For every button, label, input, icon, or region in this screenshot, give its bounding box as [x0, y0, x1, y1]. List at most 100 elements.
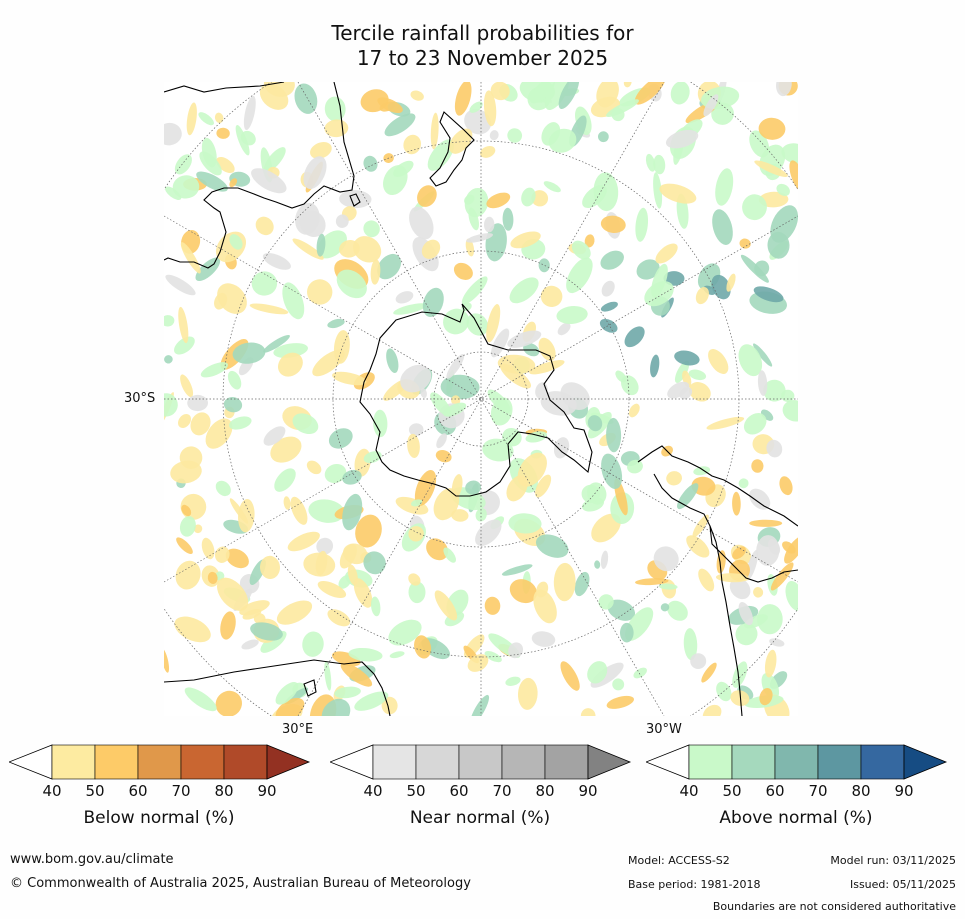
probability-patch	[434, 590, 458, 621]
probability-patch	[754, 160, 788, 177]
probability-patch	[665, 129, 699, 149]
probability-patch	[533, 589, 557, 624]
probability-patch	[480, 145, 496, 158]
above-tick-50: 50	[722, 782, 742, 800]
probability-patch	[686, 535, 710, 558]
probability-patch	[214, 112, 224, 124]
probability-patch	[606, 417, 622, 453]
probability-patch	[591, 513, 621, 543]
probability-patch	[666, 471, 682, 486]
probability-patch	[172, 175, 200, 199]
above-swatch-4	[817, 744, 862, 780]
probability-patch	[336, 269, 367, 299]
below-swatch-4	[180, 744, 225, 780]
probability-patch	[767, 231, 790, 259]
probability-patch	[176, 537, 193, 555]
probability-patch	[384, 113, 416, 137]
near-swatch-4	[501, 744, 546, 780]
probability-patch	[753, 587, 764, 598]
probability-patch	[571, 240, 591, 260]
colorbar-below-graphic	[7, 744, 311, 780]
probability-patch	[690, 653, 707, 669]
probability-patch	[335, 214, 349, 228]
probability-patch	[502, 207, 514, 231]
probability-patch	[251, 168, 287, 194]
probability-patch	[408, 573, 421, 586]
below-tick-60: 60	[128, 782, 148, 800]
probability-patch	[758, 117, 786, 140]
probability-patch	[243, 95, 256, 131]
probability-patch	[703, 94, 719, 117]
probability-patch	[574, 571, 590, 597]
footer-disclaimer: Boundaries are not considered authoritat…	[712, 900, 956, 913]
near-tick-80: 80	[535, 782, 555, 800]
probability-patch	[239, 600, 270, 616]
probability-patch	[348, 647, 383, 662]
probability-patch	[324, 119, 349, 138]
colorbar-above-label: Above normal (%)	[719, 808, 873, 828]
above-tick-60: 60	[765, 782, 785, 800]
probability-patch	[420, 387, 427, 399]
probability-patch	[408, 423, 424, 436]
probability-patch	[653, 154, 666, 175]
probability-patch	[263, 426, 286, 446]
footer-copyright: © Commonwealth of Australia 2025, Austra…	[10, 876, 471, 891]
probability-patch	[170, 460, 202, 484]
below-tick-50: 50	[85, 782, 105, 800]
probability-patch	[508, 513, 542, 534]
probability-patch	[732, 491, 741, 516]
probability-patch	[587, 415, 603, 432]
probability-patch	[217, 577, 249, 611]
probability-patch	[540, 285, 563, 308]
probability-patch	[465, 480, 481, 495]
probability-patch	[779, 476, 793, 496]
probability-patch	[242, 609, 262, 620]
probability-patch	[270, 436, 302, 463]
probability-patch	[201, 537, 215, 560]
probability-patch	[688, 369, 707, 381]
probability-patch	[670, 82, 690, 105]
probability-patch	[430, 112, 439, 150]
probability-patch	[216, 127, 230, 139]
probability-patch	[738, 478, 749, 489]
probability-patch	[227, 370, 242, 390]
above-swatch-5	[860, 744, 905, 780]
africa-south-coastline	[164, 659, 391, 716]
probability-patch	[711, 274, 731, 300]
probability-patch	[216, 156, 235, 174]
probability-patch	[403, 134, 422, 155]
probability-patch	[470, 694, 490, 716]
probability-patch	[283, 496, 291, 510]
above-tick-80: 80	[851, 782, 871, 800]
probability-patch	[334, 686, 361, 699]
probability-patch	[186, 102, 197, 136]
probability-patch	[548, 128, 577, 153]
probability-patch	[558, 82, 580, 110]
probability-patch	[193, 524, 203, 534]
probability-patch	[594, 560, 601, 569]
probability-patch	[600, 250, 624, 270]
probability-patch	[738, 344, 763, 377]
probability-patch	[601, 280, 615, 297]
longitude-label-30e: 30°E	[282, 722, 314, 737]
near-tick-40: 40	[363, 782, 383, 800]
probability-patch	[263, 82, 295, 97]
probability-patch	[461, 276, 488, 305]
probability-patch	[483, 216, 495, 233]
probability-patch	[628, 403, 640, 418]
probability-patch	[743, 413, 767, 435]
probability-patch	[502, 427, 522, 447]
probability-patch	[674, 350, 700, 366]
probability-patch	[581, 484, 601, 504]
probability-patch	[178, 413, 191, 429]
probability-patch	[490, 82, 510, 101]
australia-coastline	[164, 82, 355, 269]
probability-patch	[451, 474, 463, 498]
probability-patch	[164, 393, 178, 417]
probability-patch	[414, 635, 432, 659]
probability-patch	[328, 428, 353, 449]
probability-patch	[295, 202, 320, 235]
probability-patch	[342, 493, 363, 531]
probability-patch	[187, 394, 208, 412]
colorbar-below-normal	[7, 744, 311, 786]
